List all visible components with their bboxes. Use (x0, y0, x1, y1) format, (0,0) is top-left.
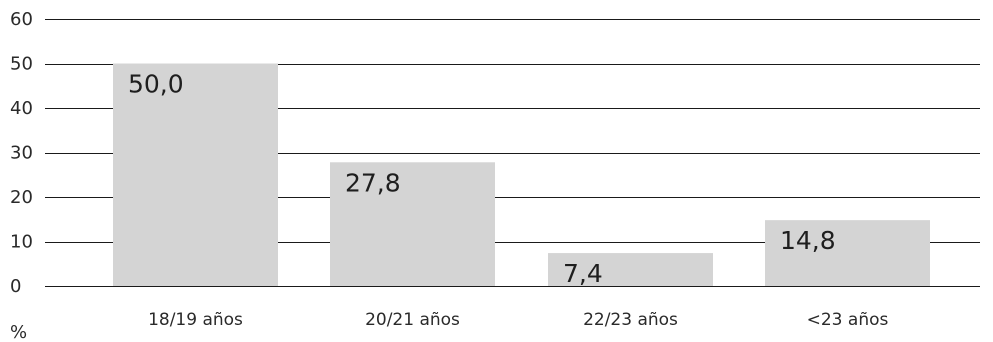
x-category-label: 20/21 años (365, 310, 460, 330)
data-label: 50,0 (128, 70, 184, 99)
y-axis-tick-labels: 0 10 20 30 40 50 60 (10, 9, 33, 297)
bars (113, 63, 930, 286)
x-axis-category-labels: 18/19 años 20/21 años 22/23 años <23 años (148, 310, 888, 330)
y-tick-label: 60 (10, 9, 33, 30)
data-labels: 50,0 27,8 7,4 14,8 (128, 70, 836, 289)
y-axis-unit-label: % (10, 322, 27, 342)
y-tick-label: 10 (10, 232, 33, 253)
data-label: 7,4 (563, 259, 603, 288)
x-category-label: 22/23 años (583, 310, 678, 330)
y-tick-label: 40 (10, 98, 33, 119)
bar (765, 220, 930, 286)
x-category-label: <23 años (807, 310, 889, 330)
bar (113, 63, 278, 286)
y-tick-label: 30 (10, 143, 33, 164)
data-label: 14,8 (780, 226, 836, 255)
bar (548, 253, 713, 286)
x-category-label: 18/19 años (148, 310, 243, 330)
bar (330, 162, 495, 286)
y-tick-label: 20 (10, 187, 33, 208)
y-tick-label: 50 (10, 54, 33, 75)
data-label: 27,8 (345, 168, 401, 197)
y-tick-label: 0 (10, 276, 21, 297)
